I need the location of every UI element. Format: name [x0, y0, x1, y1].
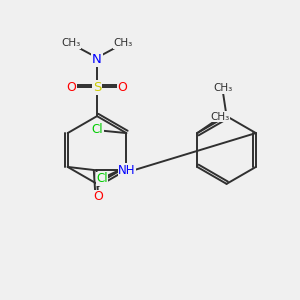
Text: N: N	[92, 53, 102, 66]
Text: O: O	[118, 81, 127, 94]
Text: O: O	[67, 81, 76, 94]
Text: CH₃: CH₃	[114, 38, 133, 48]
Text: CH₃: CH₃	[214, 83, 233, 93]
Text: CH₃: CH₃	[211, 112, 230, 122]
Text: Cl: Cl	[92, 123, 103, 136]
Text: Cl: Cl	[96, 172, 108, 185]
Text: CH₃: CH₃	[61, 38, 80, 48]
Text: S: S	[93, 81, 101, 94]
Text: O: O	[93, 190, 103, 203]
Text: NH: NH	[118, 164, 136, 177]
